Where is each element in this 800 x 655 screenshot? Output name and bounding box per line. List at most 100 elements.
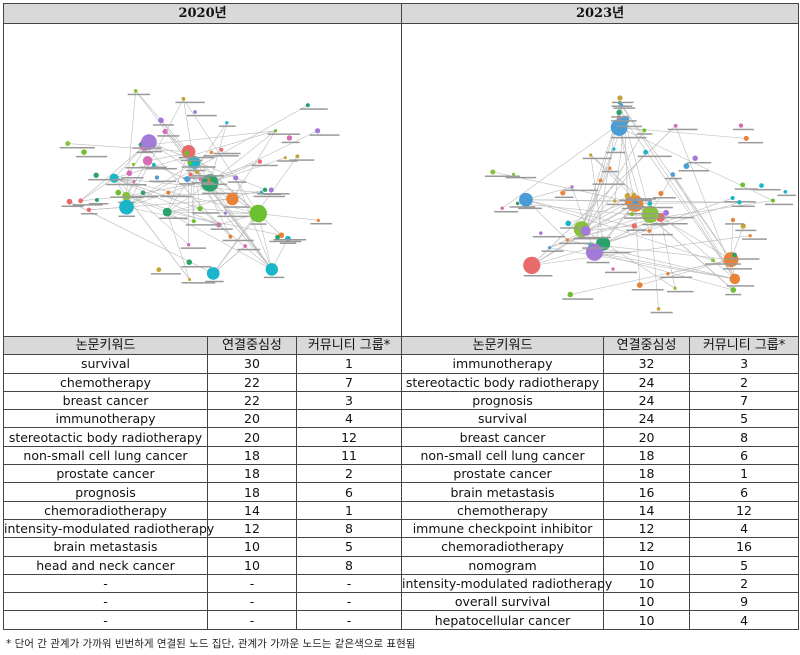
graph-node-label (541, 250, 564, 252)
graph-node (207, 179, 211, 183)
graph-node (184, 176, 191, 183)
centrality-cell: 18 (603, 445, 691, 466)
graph-edge (167, 208, 201, 213)
graph-node (191, 219, 196, 224)
graph-edge (209, 157, 286, 184)
graph-node (683, 163, 690, 169)
graph-node (512, 172, 516, 176)
graph-edge (585, 225, 635, 232)
graph-node-label (210, 228, 233, 230)
graph-node-label (118, 215, 135, 218)
community-cell: - (295, 592, 403, 612)
graph-node-label (121, 177, 144, 179)
table-row: immunotherapy 20 4 survival 24 5 (3, 409, 800, 429)
graph-node (158, 117, 164, 124)
graph-node-label (659, 276, 692, 279)
centrality-cell: 14 (603, 500, 691, 520)
graph-node (617, 95, 623, 101)
graph-node-label (564, 189, 599, 192)
graph-node-label (135, 196, 158, 198)
graph-node (663, 209, 670, 216)
community-cell: 6 (689, 482, 800, 502)
graph-node (115, 189, 122, 196)
centrality-cell: 18 (603, 464, 691, 484)
graph-node (66, 198, 73, 205)
graph-edge (634, 203, 641, 286)
graph-edge (571, 186, 595, 253)
graph-node (186, 242, 191, 247)
community-cell: 8 (689, 427, 800, 447)
keyword-cell: chemotherapy (3, 372, 208, 392)
graph-node (187, 155, 201, 169)
graph-node-label (726, 258, 760, 260)
graph-node-label (605, 271, 638, 274)
graph-node-label (148, 180, 177, 183)
graph-node (142, 156, 153, 166)
graph-node-label (734, 188, 758, 190)
graph-edge (525, 186, 573, 200)
graph-edge (80, 141, 150, 201)
graph-node (642, 128, 647, 133)
graph-node (126, 170, 133, 177)
header-centrality: 연결중심성 (207, 335, 297, 356)
graph-node-label (624, 217, 657, 219)
graph-node-label (562, 298, 594, 300)
graph-node (560, 190, 566, 196)
community-cell: 7 (689, 390, 800, 411)
graph-edge (199, 208, 272, 270)
graph-node-label (181, 166, 216, 168)
centrality-cell: 12 (603, 518, 691, 539)
graph-node-label (636, 133, 653, 135)
graph-node-label (753, 188, 781, 191)
graph-edge (531, 230, 586, 266)
graph-node (547, 246, 552, 250)
graph-node-label (637, 155, 672, 158)
graph-node (631, 223, 637, 229)
community-cell: 8 (295, 518, 403, 539)
keyword-cell: overall survival (401, 592, 605, 612)
graph-node (737, 200, 742, 205)
graph-node (262, 187, 268, 193)
graph-edge (635, 202, 740, 204)
graph-edge (585, 152, 646, 231)
keyword-cell: breast cancer (401, 427, 605, 447)
graph-edge (603, 197, 733, 244)
graph-edge (164, 131, 259, 214)
community-cell: 6 (295, 482, 403, 502)
graph-node (519, 192, 533, 207)
graph-edge (209, 130, 318, 184)
graph-node-label (61, 205, 84, 207)
graph-node-label (205, 280, 224, 283)
community-cell: 4 (689, 610, 800, 630)
graph-node (692, 155, 698, 161)
graph-node (121, 191, 131, 201)
graph-node-label (658, 216, 694, 219)
graph-node (515, 201, 520, 206)
graph-node (616, 109, 622, 116)
graph-node-label (152, 124, 174, 126)
centrality-cell: 10 (603, 592, 691, 612)
graph-node-label (185, 224, 222, 226)
graph-node-label (560, 227, 580, 229)
keyword-cell: non-small cell lung cancer (401, 445, 605, 466)
graph-node (187, 161, 192, 166)
graph-edge (619, 102, 736, 280)
centrality-cell: 20 (603, 427, 691, 447)
table-row: chemoradiotherapy 14 1 chemotherapy 14 12 (3, 500, 800, 520)
keyword-cell: nomogram (401, 555, 605, 575)
graph-edge (585, 130, 645, 231)
graph-node (673, 286, 677, 290)
graph-node-label (611, 136, 647, 139)
keyword-cell: survival (401, 409, 605, 429)
graph-edge (660, 217, 732, 260)
graph-node (783, 189, 788, 194)
graph-node-label (269, 240, 302, 243)
graph-node-label (237, 248, 261, 251)
graph-edge (126, 196, 190, 280)
graph-edge (525, 199, 568, 241)
graph-node-label (509, 206, 536, 208)
graph-node-label (505, 176, 537, 179)
graph-node (732, 252, 737, 258)
graph-node-label (189, 175, 225, 177)
community-cell: 11 (295, 445, 403, 466)
